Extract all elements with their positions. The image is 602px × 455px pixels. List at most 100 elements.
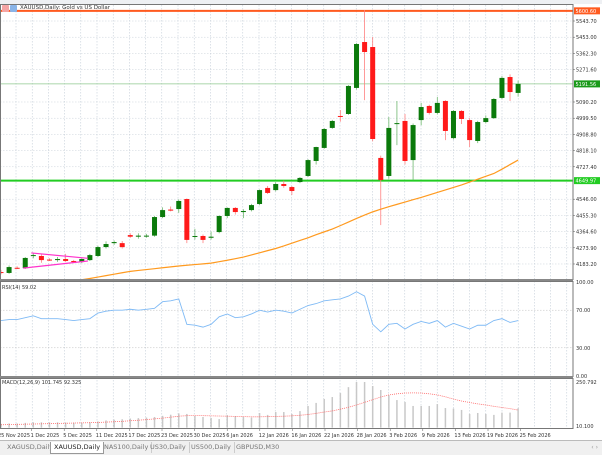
macd-histogram-bar bbox=[380, 389, 382, 428]
bull-candle bbox=[111, 242, 117, 244]
macd-histogram-bar bbox=[250, 417, 253, 428]
bull-candle bbox=[345, 85, 351, 114]
bull-candle bbox=[208, 236, 214, 238]
rsi-panel-frame bbox=[0, 281, 574, 377]
price-tick-label: 4364.60 bbox=[576, 230, 597, 236]
tab-xauusd[interactable]: XAUUSD,Daily bbox=[50, 442, 105, 454]
bull-candle bbox=[450, 110, 456, 139]
macd-histogram-bar bbox=[89, 422, 91, 428]
macd-histogram-bar bbox=[105, 420, 107, 428]
date-tick-label: 28 Jan 2026 bbox=[357, 433, 387, 439]
bear-candle bbox=[378, 157, 384, 181]
macd-histogram-bar bbox=[299, 411, 301, 428]
date-tick-label: 9 Feb 2026 bbox=[422, 433, 450, 439]
macd-tick-label: 250.792 bbox=[576, 380, 597, 386]
date-tick-label: 17 Dec 2025 bbox=[128, 433, 160, 439]
date-tick-label: 25 Nov 2025 bbox=[0, 433, 30, 439]
bull-candle bbox=[305, 160, 311, 176]
chart-canvas[interactable]: 5543.70 5453.00 5362.30 5271.60 5090.20 4999.… bbox=[0, 0, 602, 440]
bull-candle bbox=[515, 83, 521, 93]
date-tick-label: 19 Feb 2026 bbox=[487, 433, 518, 439]
bear-candle bbox=[362, 42, 368, 53]
grid bbox=[0, 5, 573, 428]
bull-candle bbox=[386, 127, 392, 176]
bear-candle bbox=[281, 184, 287, 186]
price-tick-label: 5453.00 bbox=[576, 35, 597, 41]
macd-histogram-bar bbox=[274, 412, 277, 428]
macd-histogram-bar bbox=[476, 412, 479, 428]
bull-candle bbox=[192, 235, 198, 237]
bear-candle bbox=[370, 47, 376, 140]
bear-candle bbox=[0, 272, 4, 274]
bear-candle bbox=[426, 105, 432, 113]
date-tick-label: 23 Dec 2025 bbox=[161, 433, 193, 439]
macd-panel-frame bbox=[0, 378, 574, 429]
bull-candle bbox=[240, 210, 246, 213]
date-tick-label: 5 Dec 2025 bbox=[63, 433, 92, 439]
tab-nas100[interactable]: NAS100,Daily bbox=[101, 442, 153, 453]
price-tick-label: 4999.50 bbox=[576, 116, 597, 122]
macd-histogram-bar bbox=[501, 412, 503, 428]
macd-histogram-bar bbox=[56, 422, 59, 428]
macd-histogram-bar bbox=[81, 422, 83, 428]
tab-gbpusd[interactable]: GBPUSD,M30 bbox=[236, 443, 280, 451]
macd-histogram-bar bbox=[323, 398, 325, 428]
bull-candle bbox=[6, 267, 12, 273]
bear-candle bbox=[265, 187, 271, 193]
bear-candle bbox=[402, 120, 408, 161]
date-tick-label: 6 Jan 2026 bbox=[226, 433, 253, 439]
macd-histogram-bar bbox=[218, 419, 220, 428]
bull-candle bbox=[87, 255, 93, 261]
support-price-label: 4649.97 bbox=[576, 179, 597, 185]
price-tick-label: 4546.00 bbox=[576, 197, 597, 203]
macd-histogram-bar bbox=[388, 395, 390, 428]
macd-histogram-bar bbox=[468, 413, 471, 428]
macd-histogram-bar bbox=[493, 414, 495, 428]
bear-candle bbox=[507, 77, 513, 93]
date-tick-label: 13 Feb 2026 bbox=[454, 433, 485, 439]
tab-scroll-arrows[interactable]: ‹ › bbox=[591, 444, 598, 451]
rsi-tick-label: 30.00 bbox=[576, 346, 590, 352]
macd-histogram-bar bbox=[242, 416, 245, 428]
panel-separator bbox=[0, 376, 573, 379]
moving-average-line bbox=[81, 159, 519, 281]
rsi-label: RSI(14) 59.02 bbox=[2, 285, 36, 291]
toolbar-strip bbox=[0, 0, 602, 4]
macd-histogram-bar bbox=[444, 408, 447, 428]
bull-candle bbox=[30, 255, 36, 257]
date-tick-label: 22 Jan 2026 bbox=[324, 433, 354, 439]
bear-candle bbox=[467, 120, 473, 141]
macd-histogram-bar bbox=[460, 409, 463, 428]
macd-histogram-bar bbox=[485, 413, 487, 428]
macd-histogram-bar bbox=[113, 419, 115, 428]
bull-candle bbox=[22, 257, 28, 269]
macd-histogram-bar bbox=[40, 422, 43, 428]
bear-candle bbox=[232, 207, 238, 213]
tab-us500[interactable]: US500,Daily bbox=[188, 442, 235, 453]
bull-candle bbox=[135, 235, 141, 237]
tab-us30[interactable]: US30,Daily bbox=[147, 442, 190, 453]
bear-candle bbox=[46, 259, 52, 261]
macd-histogram-bar bbox=[129, 418, 132, 428]
macd-histogram-bar bbox=[169, 414, 172, 428]
date-tick-label: 1 Dec 2025 bbox=[31, 433, 60, 439]
resistance-price-label: 5600.60 bbox=[576, 9, 597, 15]
trade-icon[interactable] bbox=[10, 5, 17, 12]
current-price-badge bbox=[574, 80, 600, 88]
date-tick-label: 11 Dec 2025 bbox=[96, 433, 128, 439]
macd-histogram-bar bbox=[186, 413, 188, 428]
price-tick-label: 5543.70 bbox=[576, 19, 597, 25]
macd-tick-label: 10.100 bbox=[576, 424, 594, 430]
indicator-overlays bbox=[0, 159, 519, 428]
macd-histogram-bar bbox=[307, 405, 309, 428]
macd-histogram-bar bbox=[64, 422, 67, 428]
bear-candle bbox=[442, 100, 448, 131]
macd-histogram-bar bbox=[8, 423, 10, 428]
chart-menu-icon[interactable] bbox=[2, 5, 9, 12]
main-panel-frame bbox=[0, 4, 574, 280]
macd-histogram-bar bbox=[226, 415, 228, 428]
date-tick-label: 16 Jan 2026 bbox=[291, 433, 321, 439]
bull-candle bbox=[410, 125, 416, 161]
rsi-line bbox=[0, 291, 519, 333]
macd-histogram-bar bbox=[145, 417, 148, 428]
